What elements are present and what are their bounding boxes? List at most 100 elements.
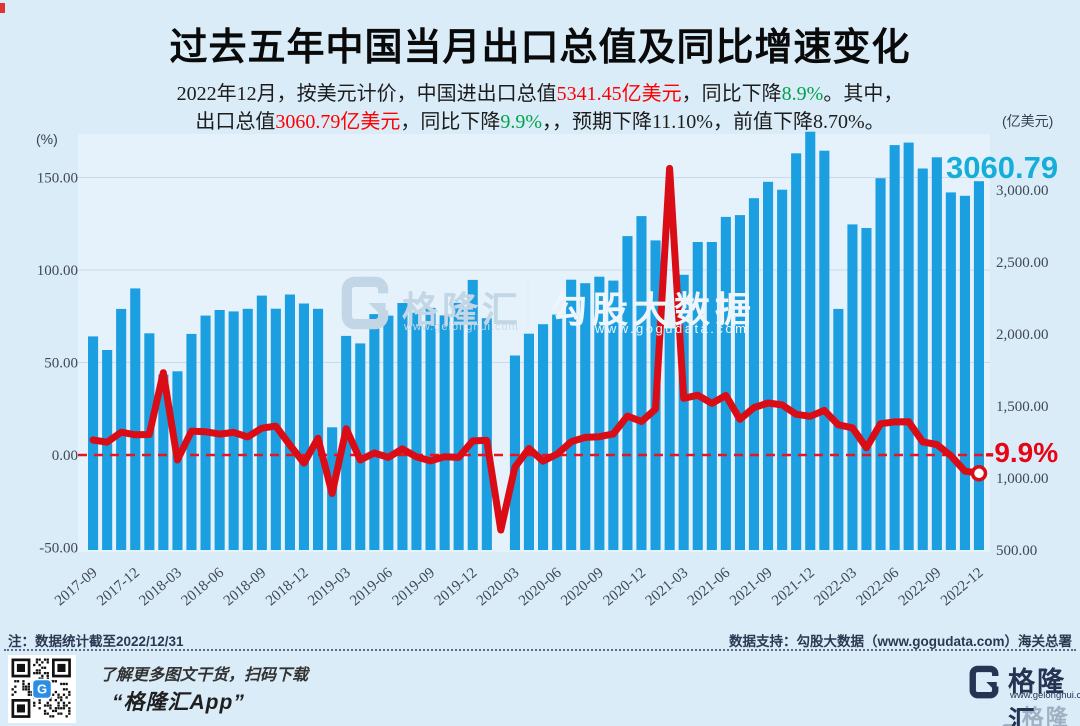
bar-2021-05 bbox=[706, 242, 717, 550]
bar-2019-06 bbox=[383, 315, 394, 550]
bar-2022-08 bbox=[917, 168, 928, 550]
subtitle-line-2: 出口总值3060.79亿美元，同比下降9.9%，，预期下降11.10%，前值下降… bbox=[0, 108, 1080, 136]
bar-2021-12 bbox=[805, 131, 816, 550]
subtitle-segment: ，同比下降 bbox=[681, 83, 782, 105]
dotted-divider bbox=[4, 649, 1076, 651]
gelonghui-logo-faded-icon bbox=[1002, 723, 1016, 726]
bar-2020-01 bbox=[481, 318, 492, 550]
x-axis-tick: 2020-09 bbox=[558, 565, 607, 609]
brand-name: 格隆汇 bbox=[1008, 667, 1066, 726]
x-axis-tick: 2021-03 bbox=[643, 565, 692, 609]
brand-url: www.gelonghui.com bbox=[1010, 690, 1080, 701]
bar-2022-09 bbox=[931, 157, 942, 551]
bar-2019-07 bbox=[397, 303, 408, 550]
x-axis-tick: 2022-06 bbox=[854, 564, 903, 609]
x-axis-tick: 2021-09 bbox=[727, 565, 776, 609]
qr-code: G bbox=[8, 655, 76, 723]
bar-2018-08 bbox=[242, 308, 253, 550]
subtitle-segment: 3060.79亿美元 bbox=[275, 111, 401, 133]
bar-2021-09 bbox=[763, 181, 774, 551]
bar-2018-12 bbox=[298, 303, 309, 550]
brand-faded-duplicate: 格隆汇 bbox=[1000, 700, 1080, 726]
bar-2018-09 bbox=[256, 295, 267, 550]
right-axis-unit-label: (亿美元) bbox=[1002, 113, 1054, 129]
right-axis-tick: 2,500.00 bbox=[996, 255, 1049, 271]
subtitle-segment: 9.9% bbox=[500, 111, 543, 133]
x-axis-tick: 2022-03 bbox=[811, 565, 860, 609]
x-axis-tick: 2022-12 bbox=[938, 565, 987, 609]
bar-2018-02 bbox=[158, 374, 169, 550]
bar-2022-06 bbox=[889, 145, 900, 550]
bar-2021-03 bbox=[678, 274, 689, 550]
bar-2022-04 bbox=[861, 228, 872, 550]
bar-2020-07 bbox=[566, 279, 577, 550]
x-axis-tick: 2018-12 bbox=[263, 565, 312, 609]
left-axis-tick: -50.00 bbox=[39, 541, 78, 557]
x-axis-tick: 2019-09 bbox=[389, 565, 438, 609]
x-axis-tick: 2020-03 bbox=[474, 565, 523, 609]
left-axis-unit-label: (%) bbox=[36, 131, 58, 147]
bar-2022-10 bbox=[945, 192, 956, 550]
subtitle-segment: ，同比下降 bbox=[400, 111, 501, 133]
bar-2020-03 bbox=[509, 355, 520, 550]
x-axis-tick: 2020-12 bbox=[600, 565, 649, 609]
subtitle-segment: 8.9% bbox=[781, 83, 824, 105]
bar-2021-06 bbox=[720, 216, 731, 550]
subtitle-segment: 。其中， bbox=[823, 83, 904, 105]
bar-2021-10 bbox=[777, 189, 788, 550]
x-axis-tick: 2019-06 bbox=[347, 564, 396, 609]
bar-2017-12 bbox=[130, 288, 141, 550]
bar-2022-11 bbox=[959, 195, 970, 551]
bar-2019-12 bbox=[467, 279, 478, 550]
bar-2017-10 bbox=[102, 350, 113, 550]
bar-2022-07 bbox=[903, 142, 914, 550]
bar-2022-01 bbox=[819, 150, 830, 550]
bar-2019-10 bbox=[439, 315, 450, 550]
subtitle-segment: 5341.45亿美元 bbox=[556, 83, 682, 105]
bar-2022-05 bbox=[875, 178, 886, 550]
x-axis-tick: 2021-12 bbox=[769, 565, 818, 609]
last-point-marker bbox=[970, 465, 988, 482]
bar-2018-06 bbox=[214, 310, 225, 550]
subtitle: 2022年12月，按美元计价，中国进出口总值5341.45亿美元，同比下降8.9… bbox=[0, 80, 1080, 136]
bar-2022-12 bbox=[973, 181, 984, 550]
bar-2020-05 bbox=[538, 324, 549, 550]
right-axis-tick: 2,000.00 bbox=[996, 327, 1049, 343]
bar-2021-08 bbox=[748, 198, 759, 550]
bar-2020-11 bbox=[622, 236, 633, 550]
footnote-data-cutoff: 注：数据统计截至2022/12/31 bbox=[8, 634, 184, 649]
bar-2019-04 bbox=[355, 343, 366, 550]
subtitle-line-1: 2022年12月，按美元计价，中国进出口总值5341.45亿美元，同比下降8.9… bbox=[0, 80, 1080, 108]
bar-2019-05 bbox=[369, 314, 380, 550]
right-axis-tick: 1,500.00 bbox=[996, 399, 1049, 415]
bar-2022-02 bbox=[833, 308, 844, 550]
gelonghui-logo-icon bbox=[969, 665, 999, 699]
x-axis-tick: 2020-06 bbox=[516, 564, 565, 609]
right-axis-tick: 1,000.00 bbox=[996, 471, 1049, 487]
bar-2022-03 bbox=[847, 224, 858, 550]
yoy-line bbox=[89, 164, 983, 534]
x-axis-tick: 2017-09 bbox=[52, 565, 101, 609]
x-axis-tick: 2018-09 bbox=[221, 565, 270, 609]
bar-2021-07 bbox=[734, 215, 745, 550]
x-axis-tick: 2018-06 bbox=[179, 564, 228, 609]
x-axis-tick: 2021-06 bbox=[685, 564, 734, 609]
bar-2019-01 bbox=[313, 308, 324, 550]
left-axis-tick: 100.00 bbox=[37, 263, 78, 279]
brand-faded-text: 格隆汇 bbox=[1021, 705, 1070, 726]
page-title: 过去五年中国当月出口总值及同比增速变化 bbox=[169, 27, 911, 69]
bar-2020-04 bbox=[523, 333, 534, 550]
promo-app-name: “格隆汇App” bbox=[112, 691, 245, 714]
bar-2020-09 bbox=[594, 276, 605, 550]
bar-2018-11 bbox=[284, 294, 295, 550]
x-axis-tick: 2019-03 bbox=[305, 565, 354, 609]
corner-remnant-mark bbox=[0, 3, 5, 13]
bar-2018-01 bbox=[144, 333, 155, 550]
bar-2020-06 bbox=[552, 314, 563, 550]
bar-2019-11 bbox=[453, 302, 464, 550]
x-axis-tick: 2017-12 bbox=[94, 565, 143, 609]
bar-2020-10 bbox=[608, 280, 619, 550]
bar-2021-11 bbox=[791, 153, 802, 551]
subtitle-segment: 出口总值 bbox=[195, 111, 276, 133]
